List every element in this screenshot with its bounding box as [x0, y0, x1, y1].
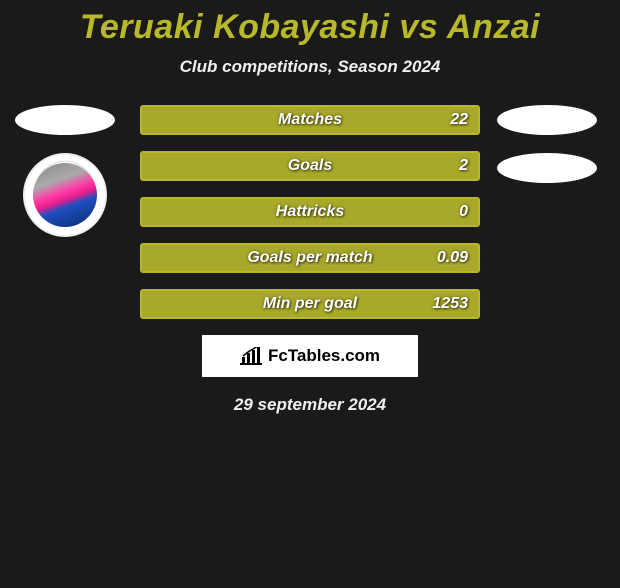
- stat-label: Matches: [278, 111, 342, 129]
- left-player-badges: [10, 105, 120, 237]
- stat-label: Goals: [288, 157, 332, 175]
- team-logo-inner: [33, 163, 97, 227]
- stat-row: Min per goal 1253: [140, 289, 480, 319]
- player-photo-placeholder: [497, 105, 597, 135]
- stat-bars: Matches 22 Goals 2 Hattricks 0 Goals per match…: [140, 105, 480, 319]
- page-title: Teruaki Kobayashi vs Anzai: [0, 8, 620, 47]
- watermark-banner: FcTables.com: [202, 335, 418, 377]
- stat-value: 1253: [432, 295, 468, 313]
- stat-value: 22: [450, 111, 468, 129]
- comparison-panel: Matches 22 Goals 2 Hattricks 0 Goals per match…: [0, 105, 620, 415]
- page-subtitle: Club competitions, Season 2024: [0, 57, 620, 77]
- stat-value: 2: [459, 157, 468, 175]
- stat-row: Hattricks 0: [140, 197, 480, 227]
- stat-value: 0.09: [437, 249, 468, 267]
- stat-row: Goals per match 0.09: [140, 243, 480, 273]
- stat-row: Matches 22: [140, 105, 480, 135]
- player-photo-placeholder: [497, 153, 597, 183]
- date-label: 29 september 2024: [0, 395, 620, 415]
- chart-icon: [240, 347, 262, 365]
- team-logo: [23, 153, 107, 237]
- stat-label: Hattricks: [276, 203, 344, 221]
- stat-label: Min per goal: [263, 295, 357, 313]
- player-photo-placeholder: [15, 105, 115, 135]
- stat-label: Goals per match: [247, 249, 372, 267]
- stat-row: Goals 2: [140, 151, 480, 181]
- watermark-text: FcTables.com: [268, 346, 380, 366]
- right-player-badges: [492, 105, 602, 201]
- stat-value: 0: [459, 203, 468, 221]
